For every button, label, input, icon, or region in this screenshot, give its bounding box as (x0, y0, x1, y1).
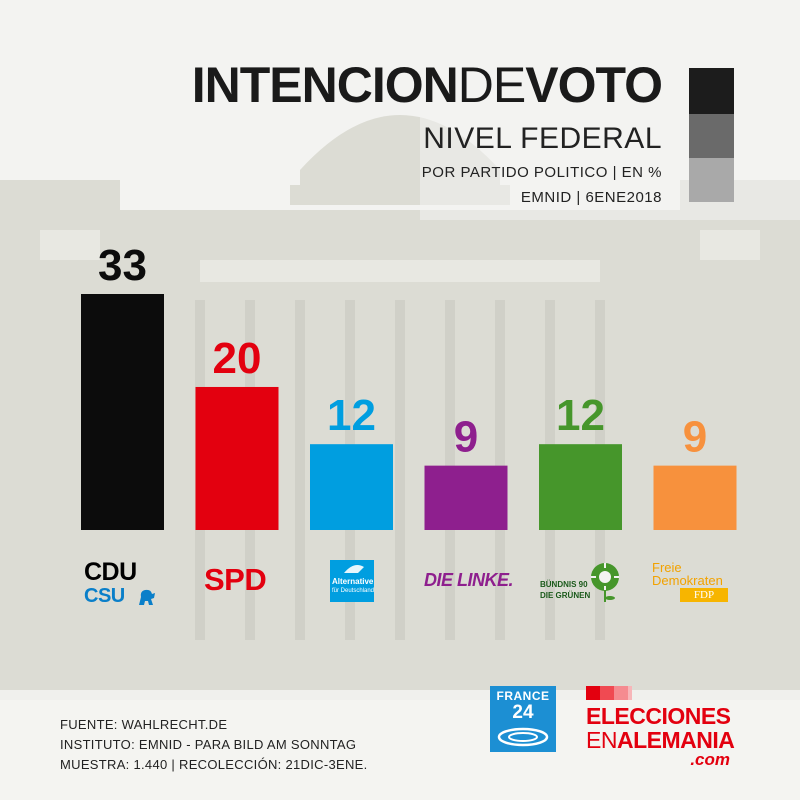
decor-block-dark (689, 68, 734, 114)
footer-source-notes: FUENTE: WAHLRECHT.DE INSTITUTO: EMNID - … (60, 715, 368, 775)
fdp-logo: Freie Demokraten FDP (652, 560, 734, 604)
fdp-badge (680, 588, 728, 602)
bar-afd (310, 444, 393, 530)
afd-wordmark-line-1: Alternative (332, 577, 374, 586)
meta-line-unit: POR PARTIDO POLITICO | EN % (421, 164, 662, 181)
meta-line-source-date: EMNID | 6ENE2018 (520, 189, 662, 206)
title-part-intencion: INTENCION (191, 57, 459, 113)
footer-sample: MUESTRA: 1.440 | RECOLECCIÓN: 21DIC-3ENE… (60, 757, 368, 772)
footer-source: FUENTE: WAHLRECHT.DE (60, 717, 228, 732)
france24-logo: FRANCE 24 (490, 686, 556, 752)
en-alemania-wordmark: ENALEMANIA (586, 727, 735, 754)
sunflower-icon (591, 563, 619, 602)
value-label-cdu-csu: 33 (98, 241, 147, 290)
gruene-wordmark-line-1: BÜNDNIS 90 (540, 580, 588, 589)
bar-spd (195, 386, 279, 530)
value-label-gr-ne: 12 (556, 391, 605, 440)
spd-wordmark: SPD (204, 562, 267, 597)
brand-square-3 (614, 686, 628, 700)
afd-wordmark-line-2: für Deutschland (332, 588, 375, 594)
dotcom-wordmark: .com (690, 750, 730, 769)
brand-square-4 (628, 686, 632, 700)
spd-logo: SPD (196, 562, 278, 602)
gruene-wordmark-line-2: DIE GRÜNEN (540, 591, 591, 600)
csu-lion-icon (139, 589, 155, 605)
bar-gr-ne (539, 444, 622, 530)
brand-square-2 (600, 686, 614, 700)
value-label-fdp: 9 (683, 413, 707, 462)
afd-arrow-icon (344, 565, 364, 573)
value-label-die-linke: 9 (454, 413, 478, 462)
brand-square-1 (586, 686, 600, 700)
gruene-logo: BÜNDNIS 90 DIE GRÜNEN (538, 560, 622, 606)
die-linke-logo: DIE LINKE. (420, 570, 520, 596)
fdp-badge-label: FDP (693, 589, 715, 601)
fdp-wordmark-line-2: Demokraten (652, 573, 723, 588)
value-label-spd: 20 (213, 334, 262, 383)
decor-block-light (689, 158, 734, 202)
decor-block-mid (689, 114, 734, 158)
afd-logo: Alternative für Deutschland (330, 560, 374, 602)
die-linke-wordmark: DIE LINKE. (424, 570, 514, 590)
title-part-de: DE (457, 57, 526, 113)
title-part-voto: VOTO (525, 57, 663, 113)
en-wordmark: EN (586, 727, 617, 753)
bar-fdp (653, 465, 737, 530)
elecciones-en-alemania-logo: ELECCIONES ENALEMANIA .com (586, 686, 740, 772)
page-title: INTENCIONDEVOTO (191, 57, 663, 113)
footer-institute: INSTITUTO: EMNID - PARA BILD AM SONNTAG (60, 737, 357, 752)
elecciones-wordmark: ELECCIONES (586, 703, 731, 729)
france24-wordmark-line-1: FRANCE (496, 689, 550, 703)
alemania-wordmark: ALEMANIA (616, 727, 735, 753)
subtitle: NIVEL FEDERAL (423, 122, 662, 155)
france24-swirl-icon (497, 727, 549, 747)
csu-wordmark: CSU (84, 585, 125, 607)
bar-die-linke (424, 465, 508, 530)
france24-wordmark-line-2: 24 (512, 702, 534, 723)
cdu-csu-logo: CDU CSU (80, 558, 164, 610)
bar-cdu-csu (81, 294, 164, 530)
fdp-wordmark-line-1: Freie (652, 560, 682, 575)
cdu-wordmark: CDU (84, 558, 137, 586)
value-label-afd: 12 (327, 391, 376, 440)
